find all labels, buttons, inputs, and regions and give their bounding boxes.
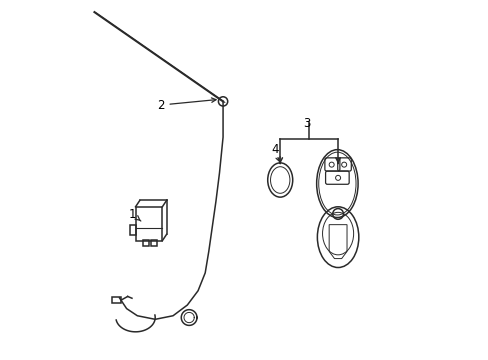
Text: 1: 1 (128, 207, 141, 221)
Bar (135, 207, 162, 241)
Bar (130, 225, 135, 235)
Bar (142, 240, 149, 246)
Text: 3: 3 (303, 117, 310, 130)
Bar (112, 297, 121, 303)
Text: 2: 2 (157, 98, 216, 112)
Text: 4: 4 (271, 143, 280, 162)
Bar (151, 240, 157, 246)
